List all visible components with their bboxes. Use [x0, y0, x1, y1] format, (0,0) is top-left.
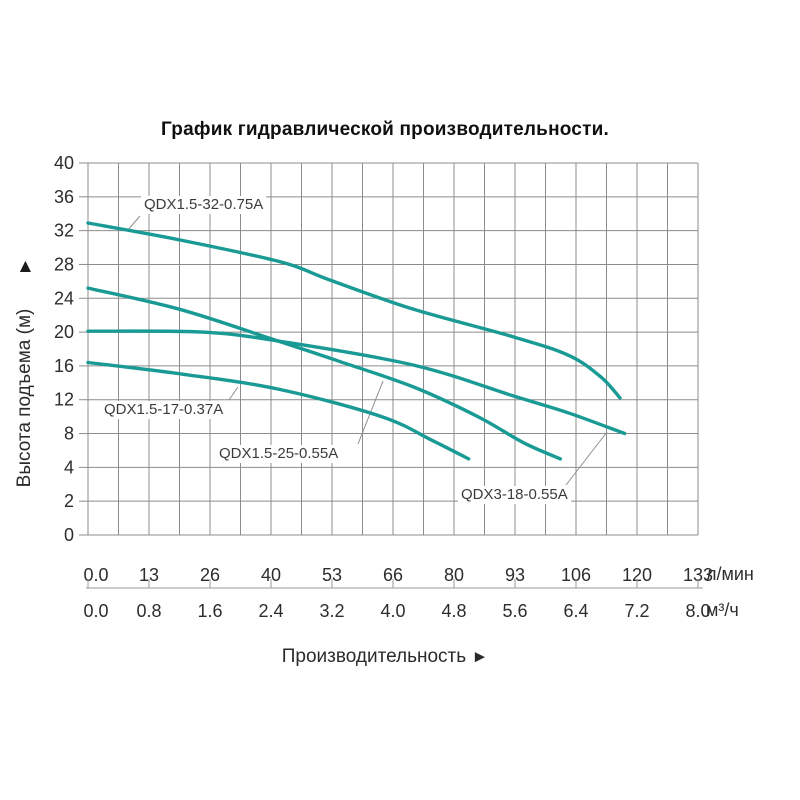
- curve-label-qdx1-5-32-0-75a: QDX1.5-32-0.75A: [141, 196, 267, 214]
- x-tick-label-lmin: 40: [261, 565, 281, 585]
- x-tick-label-lmin: 53: [322, 565, 342, 585]
- pump-curve: [86, 360, 471, 461]
- x-tick-label-m3h: 7.2: [624, 601, 649, 621]
- y-tick-label: 0: [64, 525, 74, 545]
- x-tick-label-m3h: 0.0: [83, 601, 108, 621]
- x-unit-liters-per-minute: л/мин: [706, 564, 754, 584]
- curve-label-qdx1-5-17-0-37a: QDX1.5-17-0.37A: [101, 401, 227, 419]
- x-axis-title-text: Производительность: [281, 646, 467, 667]
- x-tick-label-lmin: 66: [383, 565, 403, 585]
- x-unit-cubic-meters-per-hour: м³/ч: [706, 600, 739, 620]
- curve-label-leader-line: [126, 215, 141, 232]
- curve-label-leader-line: [565, 431, 608, 486]
- x-tick-label-lmin: 80: [444, 565, 464, 585]
- x-tick-label-lmin: 26: [200, 565, 220, 585]
- y-axis-up-arrow-icon: ▲: [16, 256, 35, 277]
- curve-label-leader-line: [228, 386, 239, 401]
- y-axis-title: Высота подъема (м): [14, 308, 35, 488]
- curve-label-qdx1-5-25-0-55a: QDX1.5-25-0.55A: [216, 445, 342, 463]
- x-tick-label-lmin: 133: [683, 565, 713, 585]
- x-tick-label-lmin: 13: [139, 565, 159, 585]
- x-tick-label-m3h: 4.8: [441, 601, 466, 621]
- x-tick-label-lmin: 120: [622, 565, 652, 585]
- x-tick-label-m3h: 8.0: [685, 601, 710, 621]
- y-tick-label: 16: [54, 356, 74, 376]
- y-tick-label: 24: [54, 288, 74, 308]
- y-tick-label: 28: [54, 254, 74, 274]
- pump-curve: [86, 221, 622, 400]
- x-axis-title: Производительность ►: [60, 646, 710, 668]
- x-tick-label-m3h: 5.6: [502, 601, 527, 621]
- y-tick-label: 20: [54, 322, 74, 342]
- y-tick-label: 8: [64, 424, 74, 444]
- x-tick-label-m3h: 2.4: [258, 601, 283, 621]
- x-tick-label-m3h: 1.6: [197, 601, 222, 621]
- pump-curve: [86, 286, 563, 461]
- curve-label-qdx3-18-0-55a: QDX3-18-0.55A: [458, 486, 571, 504]
- y-tick-label: 12: [54, 390, 74, 410]
- x-tick-label-m3h: 3.2: [319, 601, 344, 621]
- y-tick-label: 32: [54, 221, 74, 241]
- x-tick-label-m3h: 6.4: [563, 601, 588, 621]
- y-tick-label: 4: [64, 457, 74, 477]
- x-tick-label-m3h: 4.0: [380, 601, 405, 621]
- y-tick-label: 40: [54, 153, 74, 173]
- y-tick-label: 36: [54, 187, 74, 207]
- x-axis-right-arrow-icon: ►: [471, 647, 489, 666]
- x-tick-label-lmin: 106: [561, 565, 591, 585]
- pump-curve: [86, 329, 627, 436]
- x-tick-label-lmin: 93: [505, 565, 525, 585]
- x-tick-label-lmin: 0.0: [83, 565, 108, 585]
- x-tick-label-m3h: 0.8: [136, 601, 161, 621]
- y-tick-label: 2: [64, 491, 74, 511]
- chart-title: График гидравлической производительности…: [161, 119, 609, 140]
